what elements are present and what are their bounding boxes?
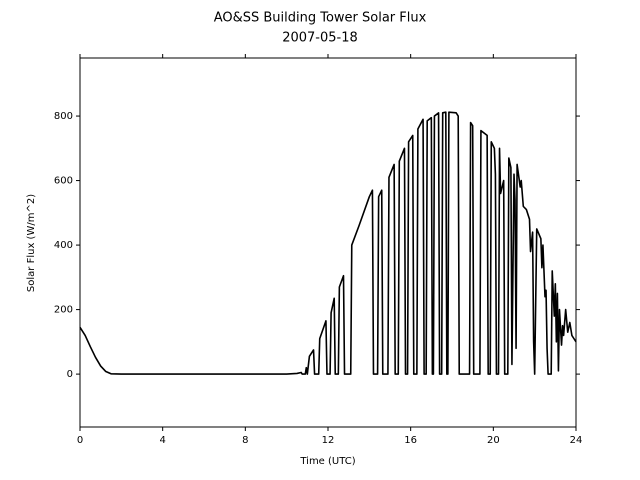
x-tick-label: 8 [242, 435, 248, 446]
plot-area [79, 111, 577, 375]
y-tick-label: 400 [54, 240, 73, 251]
y-tick-label: 0 [67, 369, 73, 380]
x-axis-label: Time (UTC) [299, 456, 355, 467]
x-tick-label: 12 [322, 435, 335, 446]
chart-subtitle: 2007-05-18 [282, 31, 358, 46]
x-tick-label: 24 [570, 435, 583, 446]
x-tick-label: 0 [77, 435, 83, 446]
chart-title: AO&SS Building Tower Solar Flux [214, 11, 427, 26]
series-line [79, 111, 577, 375]
y-axis-label: Solar Flux (W/m^2) [26, 194, 37, 292]
y-tick-label: 800 [54, 111, 73, 122]
x-tick-label: 16 [404, 435, 417, 446]
y-tick-label: 600 [54, 176, 73, 187]
x-tick-label: 20 [487, 435, 500, 446]
y-tick-label: 200 [54, 305, 73, 316]
axes-frame [79, 57, 577, 428]
x-tick-label: 4 [159, 435, 165, 446]
